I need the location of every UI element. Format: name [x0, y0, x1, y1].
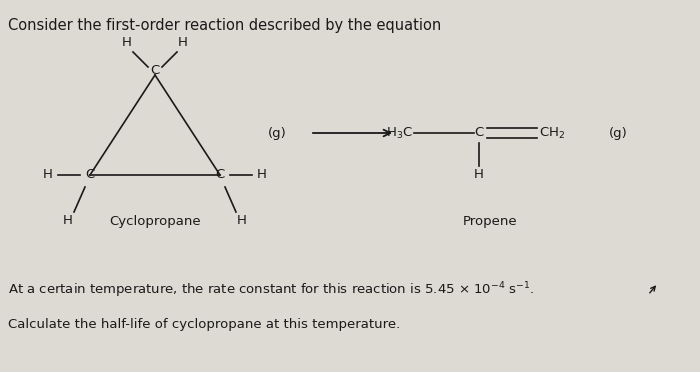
Text: H: H: [43, 169, 53, 182]
Text: (g): (g): [268, 126, 287, 140]
Text: H: H: [474, 169, 484, 182]
Text: Propene: Propene: [463, 215, 517, 228]
Text: H$_3$C: H$_3$C: [386, 125, 413, 141]
Text: C: C: [85, 169, 94, 182]
Text: Calculate the half-life of cyclopropane at this temperature.: Calculate the half-life of cyclopropane …: [8, 318, 400, 331]
Text: C: C: [150, 64, 160, 77]
Text: At a certain temperature, the rate constant for this reaction is 5.45 $\times$ 1: At a certain temperature, the rate const…: [8, 280, 534, 299]
Text: H: H: [122, 36, 132, 49]
Text: Cyclopropane: Cyclopropane: [109, 215, 201, 228]
Text: H: H: [178, 36, 188, 49]
Text: H: H: [63, 214, 73, 227]
Text: H: H: [257, 169, 267, 182]
Text: H: H: [237, 214, 247, 227]
Text: C: C: [475, 126, 484, 140]
Text: Consider the first-order reaction described by the equation: Consider the first-order reaction descri…: [8, 18, 441, 33]
Text: CH$_2$: CH$_2$: [539, 125, 565, 141]
Text: C: C: [216, 169, 225, 182]
Text: (g): (g): [609, 126, 628, 140]
